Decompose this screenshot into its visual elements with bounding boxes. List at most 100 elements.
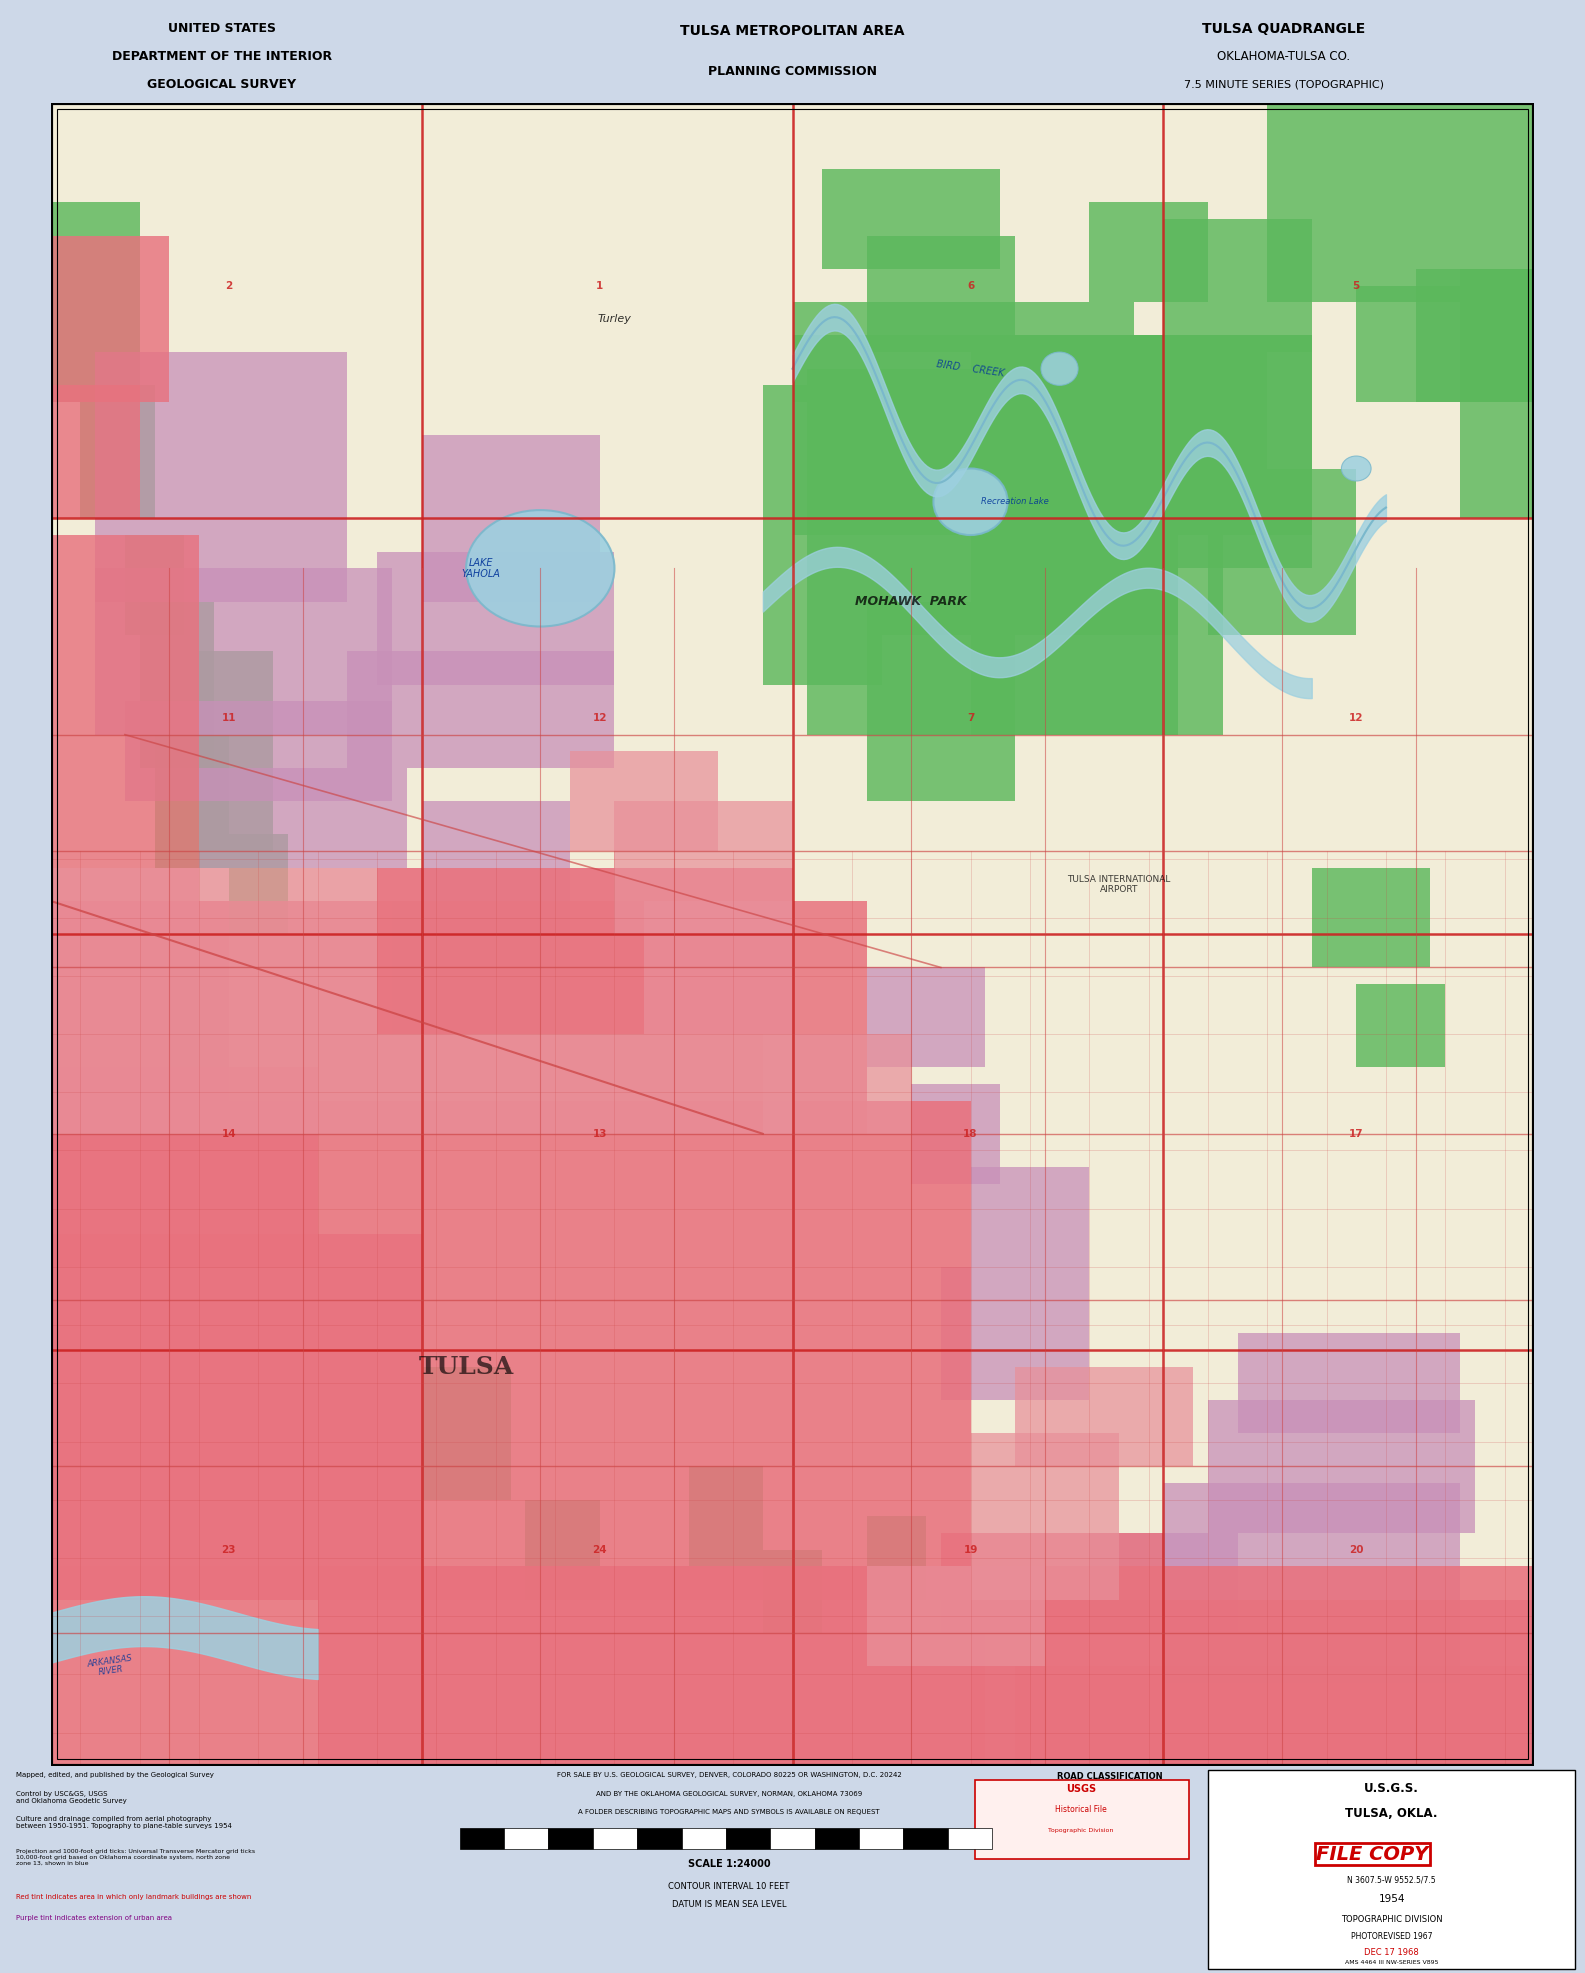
Bar [637,1827,682,1849]
Bar [51,902,228,1101]
Text: LAKE
YAHOLA: LAKE YAHOLA [461,558,501,580]
Text: Recreation Lake: Recreation Lake [981,497,1049,507]
Text: Culture and drainage compiled from aerial photography
between 1950-1951. Topogra: Culture and drainage compiled from aeria… [16,1815,231,1829]
Bar [317,1567,986,1766]
Bar [155,734,228,868]
Text: PHOTOREVISED 1967: PHOTOREVISED 1967 [1350,1932,1433,1941]
Bar [941,1267,1089,1401]
Bar [391,902,571,1034]
Text: SCALE 1:24000: SCALE 1:24000 [688,1859,770,1868]
Bar [51,385,139,519]
Bar [859,1827,903,1849]
Bar [911,302,1133,436]
Text: U.S.G.S.: U.S.G.S. [1365,1782,1419,1795]
Bar [1163,219,1312,351]
Bar [200,767,407,868]
Bar [792,302,911,402]
Text: BIRD    CREEK: BIRD CREEK [935,359,1005,379]
Bar [1238,1334,1460,1432]
Bar [1014,1367,1194,1466]
Bar [1014,1665,1534,1766]
Text: MOHAWK  PARK: MOHAWK PARK [856,596,967,608]
Bar [975,1780,1189,1859]
Bar [125,535,184,635]
Bar [504,1827,548,1849]
Ellipse shape [466,511,615,627]
Bar [1208,468,1357,635]
Bar [867,1567,1045,1665]
Text: 24: 24 [593,1545,607,1555]
Text: 14: 14 [222,1129,236,1138]
Text: Mapped, edited, and published by the Geological Survey: Mapped, edited, and published by the Geo… [16,1772,214,1778]
Text: N 3607.5-W 9552.5/7.5: N 3607.5-W 9552.5/7.5 [1347,1876,1436,1884]
Ellipse shape [1341,456,1371,481]
Bar [970,1432,1119,1600]
Bar [51,535,200,935]
Text: ROAD CLASSIFICATION: ROAD CLASSIFICATION [1057,1772,1162,1782]
Text: 17: 17 [1349,1129,1363,1138]
Bar [526,1499,599,1600]
Bar [1163,1484,1460,1683]
Bar [762,1034,911,1134]
Bar [644,902,792,1034]
Bar [460,1827,504,1849]
Bar [1357,985,1446,1067]
Bar [867,235,1014,351]
Bar [948,1827,992,1849]
Text: TULSA: TULSA [418,1355,514,1379]
Text: 20: 20 [1349,1545,1363,1555]
Bar [125,700,391,801]
Bar [548,1827,593,1849]
Bar [903,1827,948,1849]
Bar [377,552,615,685]
Text: TOPOGRAPHIC DIVISION: TOPOGRAPHIC DIVISION [1341,1916,1442,1924]
Bar [377,868,792,1034]
Bar [792,335,1312,535]
Bar [51,1233,422,1567]
Text: DATUM IS MEAN SEA LEVEL: DATUM IS MEAN SEA LEVEL [672,1900,786,1910]
Text: 2: 2 [225,280,233,290]
Text: 18: 18 [964,1129,978,1138]
Text: 6: 6 [967,280,975,290]
Bar [867,1517,926,1600]
Text: Topographic Division: Topographic Division [1048,1827,1114,1833]
Bar [807,369,1222,734]
Ellipse shape [934,468,1008,535]
Bar [347,651,615,767]
Bar [970,402,1178,734]
Bar [1089,203,1208,302]
Text: TULSA INTERNATIONAL
AIRPORT: TULSA INTERNATIONAL AIRPORT [1067,874,1171,894]
Text: OKLAHOMA-TULSA CO.: OKLAHOMA-TULSA CO. [1217,49,1350,63]
Text: DEC 17 1968: DEC 17 1968 [1365,1947,1419,1957]
Bar [200,651,273,850]
Text: TULSA QUADRANGLE: TULSA QUADRANGLE [1203,22,1365,36]
Text: CONTOUR INTERVAL 10 FEET: CONTOUR INTERVAL 10 FEET [669,1882,789,1890]
Bar [815,1827,859,1849]
Bar [593,1827,637,1849]
Text: 23: 23 [222,1545,236,1555]
Bar [571,752,718,850]
Bar [1357,286,1534,402]
Text: Red tint indicates area in which only landmark buildings are shown: Red tint indicates area in which only la… [16,1894,252,1900]
Text: 12: 12 [1349,712,1363,722]
Bar [911,1083,1000,1184]
Bar [970,335,1268,501]
Text: FOR SALE BY U.S. GEOLOGICAL SURVEY, DENVER, COLORADO 80225 OR WASHINGTON, D.C. 2: FOR SALE BY U.S. GEOLOGICAL SURVEY, DENV… [556,1772,902,1778]
Text: Purple tint indicates extension of urban area: Purple tint indicates extension of urban… [16,1916,171,1922]
Text: 1954: 1954 [1379,1894,1404,1904]
Bar [1460,268,1534,519]
Text: Projection and 1000-foot grid ticks: Universal Transverse Mercator grid ticks
10: Projection and 1000-foot grid ticks: Uni… [16,1849,255,1864]
Text: AMS 4464 III NW-SERIES V895: AMS 4464 III NW-SERIES V895 [1346,1959,1438,1965]
Bar [81,385,155,519]
Text: USGS: USGS [1065,1784,1097,1795]
Text: 1: 1 [596,280,604,290]
Bar [422,1367,510,1499]
Bar [1268,103,1534,302]
Bar [1208,1770,1575,1969]
Bar [228,835,288,935]
Text: Control by USC&GS, USGS
and Oklahoma Geodetic Survey: Control by USC&GS, USGS and Oklahoma Geo… [16,1791,127,1803]
Text: A FOLDER DESCRIBING TOPOGRAPHIC MAPS AND SYMBOLS IS AVAILABLE ON REQUEST: A FOLDER DESCRIBING TOPOGRAPHIC MAPS AND… [579,1809,880,1815]
Bar [51,868,792,1134]
Bar [770,1827,815,1849]
Bar [95,351,347,602]
